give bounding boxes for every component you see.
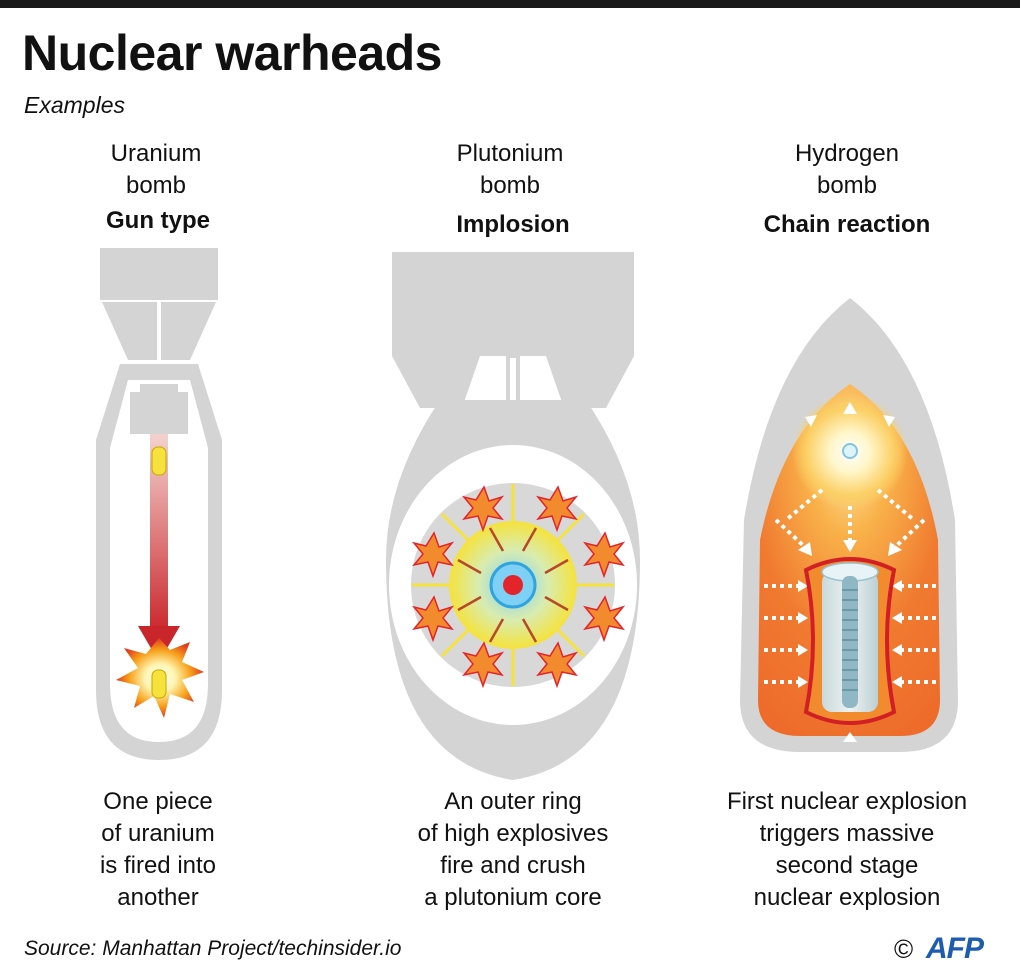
plutonium-bomb-type: Implosion: [456, 211, 570, 238]
description-line: is fired into: [99, 852, 217, 879]
plutonium-bomb-illustration: [386, 252, 640, 780]
fissile-spark-plug: [842, 576, 858, 708]
projectile-path: [150, 434, 168, 634]
description-line: another: [117, 884, 199, 911]
plutonium-core: [503, 575, 523, 595]
description-line: a plutonium core: [424, 884, 602, 911]
subtitle: Examples: [24, 92, 125, 118]
tail-strut-gap: [510, 358, 516, 414]
radiation-arrowheads: [798, 402, 902, 742]
description-line: second stage: [775, 852, 919, 879]
plutonium-bomb-name: Plutonium bomb: [380, 138, 640, 202]
tail-fin-right: [161, 302, 216, 360]
name-line: bomb: [125, 172, 187, 199]
uranium-projectile: [151, 446, 167, 476]
description-line: of uranium: [101, 820, 215, 847]
uranium-bomb-type: Gun type: [105, 207, 210, 234]
tail-fin: [392, 252, 634, 356]
name-line: bomb: [816, 172, 878, 199]
tail-fin-left: [102, 302, 157, 360]
copyright-symbol: ©: [894, 934, 914, 964]
name-line: bomb: [479, 172, 541, 199]
primary-core: [842, 443, 858, 459]
uranium-target: [151, 669, 167, 699]
description-line: fire and crush: [440, 852, 586, 879]
description-line: of high explosives: [417, 820, 609, 847]
implosion-arrows: [457, 527, 569, 643]
tail-fin: [100, 248, 218, 300]
page-title: Nuclear warheads: [22, 25, 442, 81]
top-bar: [0, 0, 1020, 8]
description-line: nuclear explosion: [753, 884, 941, 911]
hydrogen-bomb-illustration: [740, 298, 958, 752]
explosive-charges: [411, 485, 626, 689]
radiation-arrows: [764, 488, 936, 684]
description-line: triggers massive: [759, 820, 935, 847]
hydrogen-bomb-type: Chain reaction: [763, 211, 931, 238]
tail-fin-left: [392, 356, 480, 408]
description-line: One piece: [103, 788, 213, 815]
description-line: First nuclear explosion: [726, 788, 968, 815]
name-line: Uranium: [110, 140, 202, 167]
uranium-bomb-name: Uranium bomb: [26, 138, 286, 202]
gun-barrel-block: [130, 392, 188, 434]
afp-logo: AFP: [926, 932, 984, 965]
tail-fin-right: [546, 356, 634, 408]
hydrogen-bomb-description: First nuclear explosion triggers massive…: [687, 786, 1007, 914]
hydrogen-bomb-name: Hydrogen bomb: [717, 138, 977, 202]
barrel-cap: [140, 384, 178, 394]
name-line: Plutonium: [456, 140, 564, 167]
spark-plug-coils: [842, 589, 858, 691]
plutonium-bomb-description: An outer ring of high explosives fire an…: [353, 786, 673, 914]
source-note: Source: Manhattan Project/techinsider.io: [24, 937, 402, 960]
uranium-bomb-description: One piece of uranium is fired into anoth…: [0, 786, 318, 914]
name-line: Hydrogen: [794, 140, 900, 167]
uranium-bomb-illustration: [96, 248, 222, 760]
description-line: An outer ring: [444, 788, 582, 815]
